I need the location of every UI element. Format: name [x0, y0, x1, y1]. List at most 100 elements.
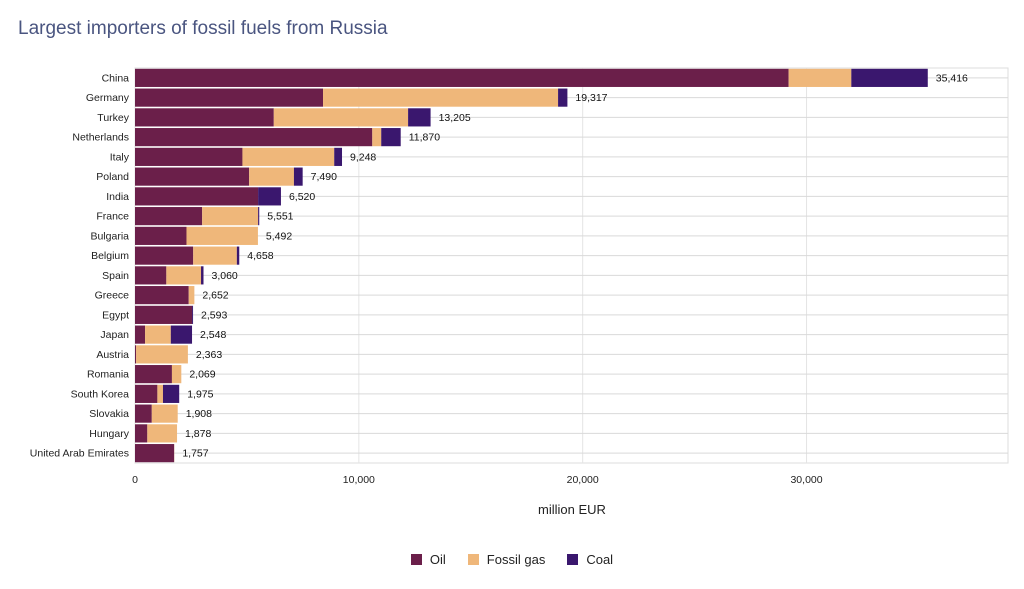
bar-segment-coal — [258, 207, 260, 226]
bar-segment-oil — [135, 325, 146, 344]
bar-segment-oil — [135, 128, 373, 147]
bar-segment-coal — [201, 266, 204, 285]
bar-segment-fossil-gas — [157, 384, 163, 403]
legend-swatch — [467, 554, 479, 565]
legend-swatch — [567, 554, 579, 565]
bar-segment-oil — [135, 444, 175, 463]
data-label: 19,317 — [575, 92, 607, 104]
bar-segment-coal — [236, 246, 240, 265]
category-label: Poland — [96, 171, 129, 183]
bar-segment-fossil-gas — [151, 404, 178, 423]
bar-segment-oil — [135, 266, 167, 285]
bar-segment-oil — [135, 286, 189, 305]
bar-segment-oil — [135, 167, 250, 186]
category-label: Belgium — [91, 250, 129, 262]
x-tick-label: 20,000 — [567, 474, 599, 486]
data-label: 7,490 — [311, 171, 337, 183]
bar-segment-coal — [162, 384, 180, 403]
axis-layer: 0 10,000 20,000 30,000 — [132, 474, 823, 486]
data-label: 1,908 — [186, 408, 212, 420]
category-label: Romania — [87, 369, 129, 381]
legend-label: Coal — [586, 552, 614, 567]
data-label: 2,069 — [189, 369, 215, 381]
x-tick-label: 0 — [132, 474, 138, 486]
x-axis-label: million EUR — [538, 502, 606, 517]
data-label: 1,757 — [182, 448, 208, 460]
bar-segment-coal — [170, 325, 193, 344]
category-label: Slovakia — [89, 408, 129, 420]
category-label: Hungary — [89, 428, 129, 440]
data-label: 1,975 — [187, 388, 213, 400]
bar-segment-fossil-gas — [193, 246, 237, 265]
chart-title: Largest importers of fossil fuels from R… — [18, 18, 388, 39]
data-label: 1,878 — [185, 428, 211, 440]
legend-label: Fossil gas — [486, 552, 546, 567]
bar-segment-oil — [135, 88, 324, 107]
legend: Oil Fossil gas Coal — [0, 552, 1024, 567]
bar-segment-oil — [135, 384, 158, 403]
category-label: Spain — [102, 270, 129, 282]
labels-layer: China 35,416 Germany 19,317 Turkey 13,205 Neth… — [30, 72, 968, 459]
bar-segment-oil — [135, 207, 203, 226]
bar-segment-fossil-gas — [171, 365, 182, 384]
bar-segment-fossil-gas — [242, 147, 335, 166]
bar-segment-coal — [408, 108, 431, 127]
bar-segment-fossil-gas — [186, 226, 258, 245]
category-label: Italy — [110, 151, 130, 163]
legend-label: Oil — [429, 552, 446, 567]
category-label: United Arab Emirates — [30, 448, 129, 460]
data-label: 5,492 — [266, 230, 292, 242]
bar-segment-oil — [135, 147, 243, 166]
plot-area — [134, 67, 1009, 464]
category-label: Japan — [100, 329, 129, 341]
bar-segment-oil — [135, 226, 187, 245]
bar-segment-oil — [135, 187, 259, 206]
data-label: 2,548 — [200, 329, 226, 341]
data-label: 11,870 — [409, 132, 440, 144]
bar-segment-fossil-gas — [273, 108, 409, 127]
bar-segment-oil — [135, 305, 193, 324]
data-label: 3,060 — [211, 270, 237, 282]
bar-segment-fossil-gas — [202, 207, 259, 226]
category-label: Turkey — [97, 112, 129, 124]
data-label: 2,652 — [202, 290, 228, 302]
bar-segment-fossil-gas — [188, 286, 195, 305]
bar-segment-coal — [381, 128, 401, 147]
category-label: China — [102, 72, 130, 84]
grid-layer — [134, 67, 1009, 464]
bar-segment-coal — [851, 68, 928, 87]
bar-segment-fossil-gas — [788, 68, 852, 87]
bar-segment-oil — [135, 404, 152, 423]
bar-segment-oil — [135, 365, 172, 384]
data-label: 4,658 — [247, 250, 273, 262]
data-label: 9,248 — [350, 151, 376, 163]
category-label: South Korea — [71, 388, 130, 400]
bar-segment-coal — [334, 147, 343, 166]
bar-segment-coal — [192, 305, 194, 324]
category-label: Greece — [95, 290, 130, 302]
bar-segment-fossil-gas — [136, 345, 188, 364]
bar-segment-oil — [135, 345, 137, 364]
category-label: India — [106, 191, 129, 203]
bar-segment-coal — [258, 187, 281, 206]
data-label: 2,593 — [201, 309, 227, 321]
data-label: 13,205 — [439, 112, 471, 124]
bar-segment-oil — [135, 246, 194, 265]
bar-segment-fossil-gas — [372, 128, 382, 147]
bars-layer — [135, 68, 928, 463]
bar-segment-coal — [558, 88, 568, 107]
bar-segment-oil — [135, 424, 148, 443]
bar-segment-oil — [135, 108, 274, 127]
x-tick-label: 30,000 — [790, 474, 822, 486]
category-label: Netherlands — [72, 132, 129, 144]
bar-segment-fossil-gas — [249, 167, 294, 186]
bar-segment-fossil-gas — [145, 325, 171, 344]
legend-item: Oil — [410, 552, 446, 567]
category-label: Bulgaria — [90, 230, 129, 242]
bar-segment-fossil-gas — [147, 424, 178, 443]
bar-segment-oil — [135, 68, 789, 87]
category-label: Austria — [96, 349, 129, 361]
legend-item: Fossil gas — [467, 552, 546, 567]
legend-item: Coal — [567, 552, 613, 567]
